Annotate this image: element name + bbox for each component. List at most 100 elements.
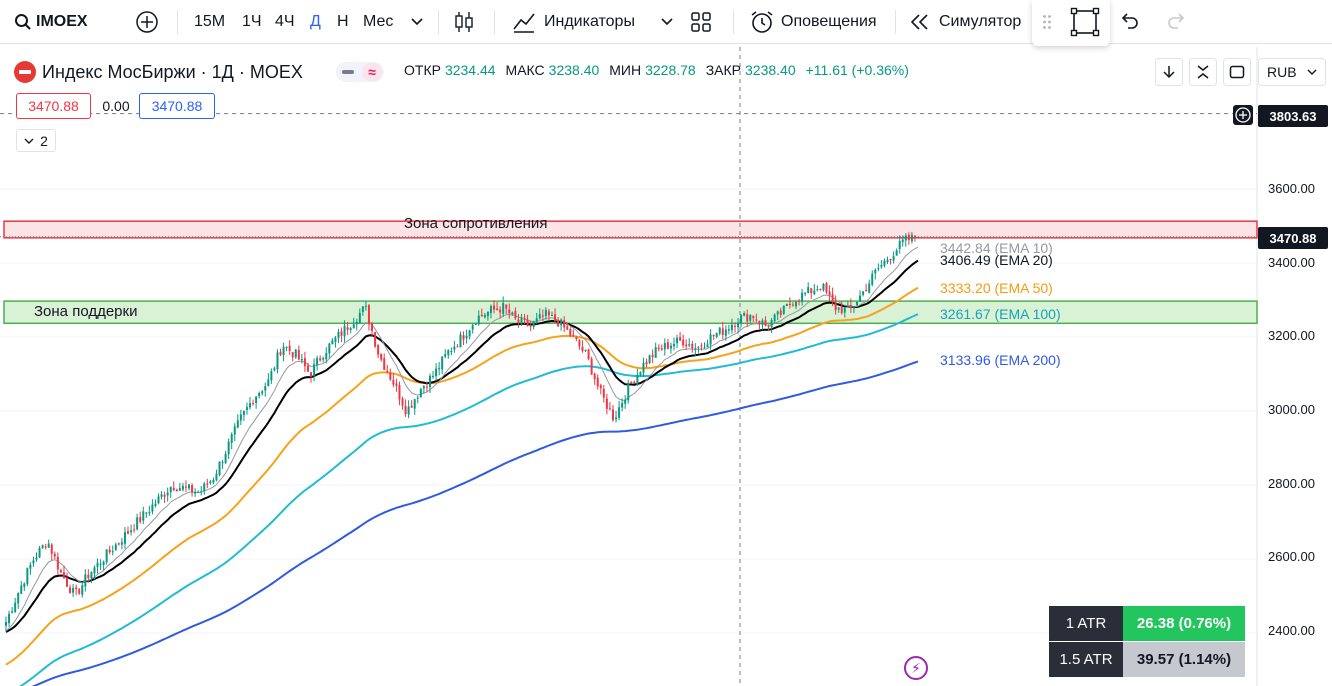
- indicators-collapse-button[interactable]: 2: [16, 129, 56, 152]
- candle-body: [798, 300, 801, 302]
- symbol-search-button[interactable]: IMOEX: [14, 0, 88, 44]
- sell-button[interactable]: 3470.88: [16, 93, 91, 119]
- templates-button[interactable]: [690, 0, 712, 44]
- indicators-icon: [513, 13, 535, 33]
- candle-body: [572, 335, 575, 337]
- candle-body: [584, 350, 587, 352]
- candle-body: [41, 545, 44, 548]
- price-tick: 3200.00: [1268, 328, 1315, 343]
- candle-body: [310, 372, 313, 377]
- open-label: ОТКР: [404, 62, 441, 78]
- candle-body: [145, 512, 148, 514]
- indicators-dropdown[interactable]: [660, 0, 674, 44]
- candle-body: [352, 324, 355, 329]
- candle-body: [334, 337, 337, 342]
- interval-1m[interactable]: Мес: [363, 13, 394, 30]
- candle-body: [267, 379, 270, 387]
- interval-dropdown[interactable]: [410, 0, 424, 44]
- atr-table: 1 ATR 26.38 (0.76%) 1.5 ATR 39.57 (1.14%…: [1049, 606, 1245, 678]
- interval-1w[interactable]: Н: [337, 13, 349, 30]
- candle-body: [596, 377, 599, 387]
- collapse-panes-button[interactable]: [1189, 58, 1217, 86]
- candle-body: [425, 386, 428, 388]
- currency-select[interactable]: RUB: [1258, 58, 1326, 86]
- candle-body: [855, 302, 858, 306]
- symbol-legend[interactable]: Индекс МосБиржи · 1Д · MOEX: [14, 59, 303, 85]
- search-icon: [15, 14, 31, 30]
- candle-body: [770, 319, 773, 327]
- market-status-icon: [342, 70, 354, 74]
- candle-body: [758, 320, 761, 324]
- undo-icon: [1121, 13, 1138, 29]
- candle-body: [279, 352, 282, 355]
- buy-button[interactable]: 3470.88: [139, 93, 215, 119]
- atr-row: 1 ATR 26.38 (0.76%): [1049, 606, 1245, 641]
- drag-handle-icon[interactable]: [1042, 14, 1052, 30]
- candle-body: [776, 311, 779, 315]
- symbol-label: IMOEX: [36, 13, 88, 30]
- candle-body: [96, 562, 99, 567]
- candle-body: [782, 305, 785, 314]
- candle-body: [788, 303, 791, 305]
- candle-body: [404, 405, 407, 415]
- candle-body: [569, 329, 572, 336]
- candle-body: [602, 388, 605, 398]
- maximize-pane-button[interactable]: [1223, 58, 1251, 86]
- maximize-icon: [1229, 65, 1245, 79]
- candles-icon: [455, 12, 473, 32]
- candle-body: [691, 343, 694, 349]
- high-label: МАКС: [505, 62, 545, 78]
- candle-body: [215, 473, 218, 481]
- candle-body: [123, 532, 126, 544]
- scroll-down-button[interactable]: [1155, 58, 1183, 86]
- atr-label: 1 ATR: [1049, 606, 1123, 641]
- redo-button[interactable]: [1166, 0, 1188, 44]
- interval-15m[interactable]: 15M: [194, 13, 226, 30]
- candle-body: [520, 318, 523, 325]
- candle-body: [422, 386, 425, 389]
- alerts-button[interactable]: Оповещения: [749, 0, 877, 44]
- drawing-tool-panel: [1032, 0, 1110, 46]
- candle-body: [306, 365, 309, 372]
- candle-body: [322, 358, 325, 360]
- candle-body: [319, 358, 322, 361]
- spread-value: 0.00: [102, 98, 130, 114]
- interval-1h[interactable]: 1Ч: [242, 13, 262, 30]
- candle-body: [666, 342, 669, 349]
- ohlc-values: ОТКР 3234.44 МАКС 3238.40 МИН 3228.78 ЗАКР 3…: [404, 62, 915, 78]
- candle-body: [807, 287, 810, 293]
- candle-body: [819, 288, 822, 290]
- candle-body: [816, 289, 819, 291]
- candle-body: [120, 542, 123, 545]
- candle-body: [78, 589, 81, 594]
- indicators-button[interactable]: Индикаторы: [512, 0, 635, 44]
- lightning-icon[interactable]: ⚡: [904, 656, 928, 680]
- undo-button[interactable]: [1118, 0, 1140, 44]
- chart-type-button[interactable]: [453, 0, 475, 44]
- candle-body: [374, 332, 377, 347]
- compare-symbol-button[interactable]: [135, 0, 159, 44]
- price-chart[interactable]: [0, 47, 1332, 686]
- interval-1d[interactable]: Д: [310, 13, 321, 30]
- rectangle-tool-icon[interactable]: [1070, 7, 1100, 37]
- candle-body: [880, 264, 883, 267]
- candle-body: [181, 485, 184, 490]
- candle-body: [133, 529, 136, 531]
- price-tick: 2600.00: [1268, 549, 1315, 564]
- candle-body: [66, 578, 69, 587]
- candle-body: [450, 351, 453, 353]
- add-level-button[interactable]: [1233, 105, 1253, 125]
- candle-body: [907, 234, 910, 241]
- candle-body: [737, 322, 740, 328]
- price-tick: 2800.00: [1268, 476, 1315, 491]
- candle-body: [148, 511, 151, 514]
- candle-body: [587, 349, 590, 359]
- candle-body: [654, 347, 657, 358]
- candle-body: [288, 345, 291, 351]
- candle-body: [773, 314, 776, 322]
- interval-4h[interactable]: 4Ч: [275, 13, 295, 30]
- candle-body: [730, 324, 733, 331]
- candle-body: [901, 239, 904, 243]
- price-tick: 2400.00: [1268, 623, 1315, 638]
- replay-button[interactable]: Симулятор: [909, 0, 1021, 44]
